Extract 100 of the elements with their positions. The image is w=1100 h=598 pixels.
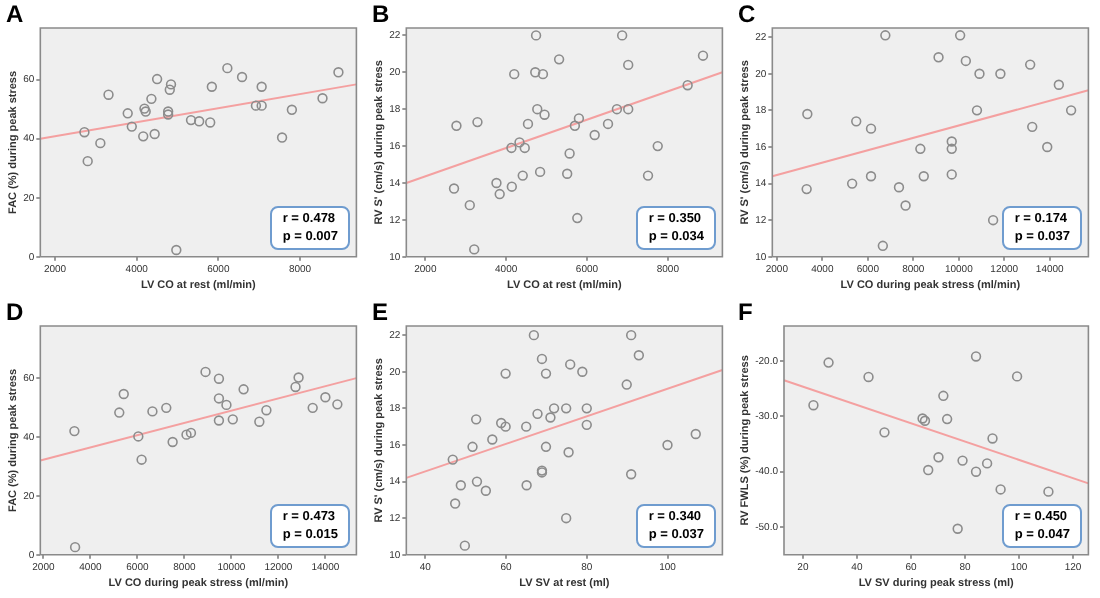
- point: [521, 421, 532, 432]
- point: [467, 441, 478, 453]
- point: [1065, 105, 1077, 116]
- point: [290, 381, 301, 393]
- point: [254, 416, 265, 427]
- point: [625, 469, 637, 480]
- point: [561, 168, 573, 179]
- point: [517, 170, 528, 181]
- point: [276, 132, 288, 143]
- point: [161, 402, 172, 414]
- point: [865, 123, 877, 134]
- point: [317, 93, 328, 104]
- point: [138, 131, 149, 142]
- point: [133, 431, 144, 442]
- point: [530, 30, 542, 41]
- point: [545, 412, 556, 423]
- point: [540, 368, 552, 379]
- point: [455, 480, 467, 491]
- point: [522, 118, 534, 130]
- point: [540, 441, 552, 453]
- point: [333, 67, 344, 78]
- point: [451, 120, 462, 131]
- point: [946, 136, 957, 147]
- point: [563, 447, 574, 458]
- chart-title: F: [738, 298, 753, 326]
- point: [307, 402, 318, 414]
- point: [1043, 486, 1054, 497]
- point: [625, 329, 637, 341]
- point: [633, 350, 645, 361]
- point: [221, 399, 232, 411]
- point: [941, 413, 953, 425]
- chart-title: D: [6, 298, 24, 326]
- point: [970, 466, 982, 477]
- point: [539, 109, 550, 120]
- point: [808, 400, 819, 411]
- point: [971, 105, 983, 116]
- point: [946, 169, 957, 180]
- point: [256, 100, 267, 111]
- point: [126, 121, 137, 132]
- point: [564, 148, 575, 159]
- point: [923, 464, 934, 476]
- point: [534, 166, 546, 178]
- point: [147, 406, 158, 417]
- point: [136, 454, 147, 465]
- point: [682, 80, 693, 91]
- point: [82, 155, 93, 167]
- point: [560, 403, 572, 414]
- point: [206, 81, 218, 92]
- point: [238, 384, 249, 395]
- point: [536, 353, 548, 365]
- point: [900, 200, 911, 211]
- chart-title: A: [6, 0, 24, 28]
- point: [114, 407, 125, 418]
- point: [494, 188, 505, 200]
- point: [293, 372, 304, 383]
- point: [581, 403, 592, 414]
- point: [1024, 59, 1036, 70]
- point: [519, 142, 530, 154]
- point: [514, 137, 525, 148]
- point: [987, 214, 999, 226]
- point: [954, 30, 966, 41]
- point: [181, 429, 192, 440]
- point: [532, 103, 543, 115]
- point: [974, 68, 985, 79]
- point: [236, 71, 248, 83]
- point: [469, 244, 480, 255]
- point: [802, 108, 813, 120]
- point: [480, 485, 492, 496]
- point: [553, 54, 565, 65]
- point: [320, 392, 331, 403]
- point: [880, 30, 891, 41]
- point: [537, 68, 549, 80]
- point: [103, 89, 114, 100]
- point: [1042, 141, 1053, 153]
- point: [662, 439, 673, 451]
- point: [915, 143, 926, 155]
- point: [611, 103, 623, 115]
- point: [616, 30, 628, 41]
- point: [569, 120, 581, 131]
- point: [960, 55, 972, 67]
- point: [151, 73, 163, 85]
- point: [995, 68, 1006, 79]
- point: [573, 113, 585, 124]
- point: [952, 523, 963, 534]
- point: [185, 114, 197, 126]
- point: [918, 171, 929, 182]
- point: [1011, 371, 1023, 382]
- point: [200, 366, 211, 378]
- point: [933, 452, 944, 463]
- point: [589, 129, 600, 141]
- point: [602, 118, 614, 130]
- point: [530, 67, 541, 78]
- point: [165, 79, 177, 90]
- point: [146, 93, 157, 105]
- point: [509, 68, 520, 80]
- point: [946, 143, 957, 155]
- point: [581, 419, 592, 431]
- point: [167, 436, 178, 448]
- point: [205, 117, 216, 128]
- point: [621, 379, 632, 390]
